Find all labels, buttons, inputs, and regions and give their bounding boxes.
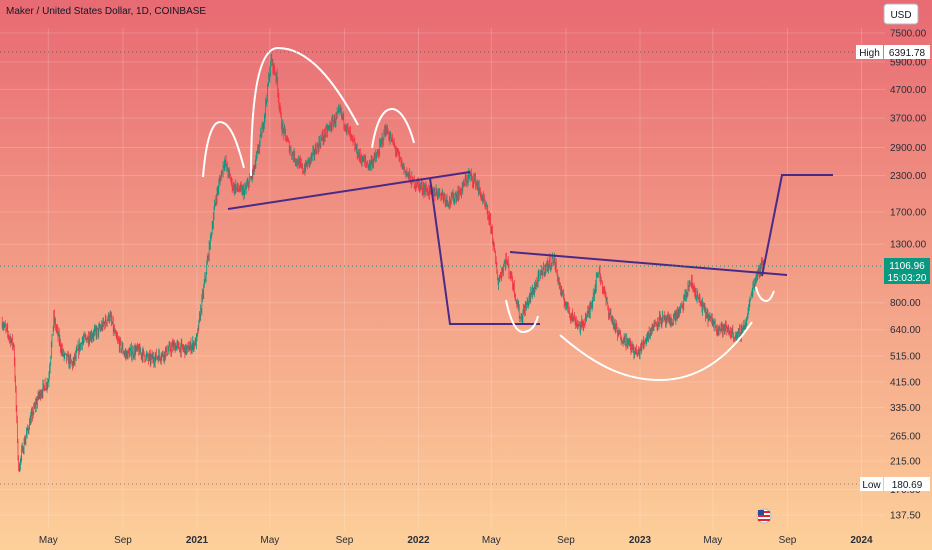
x-tick-label: May — [703, 535, 722, 546]
y-tick-label: 7500.00 — [890, 29, 927, 40]
low-label: Low — [862, 480, 881, 491]
measured-move-line — [429, 177, 540, 325]
y-tick-label: 2900.00 — [890, 143, 927, 154]
y-tick-label: 265.00 — [890, 431, 921, 442]
x-tick-label: Sep — [779, 535, 797, 546]
high-tag: High 6391.78 — [856, 45, 930, 59]
chart-title: Maker / United States Dollar, 1D, COINBA… — [6, 6, 206, 17]
high-label: High — [859, 48, 880, 59]
time-axis[interactable]: May Sep 2021 May Sep 2022 May Sep 2023 May Sep 2024 — [39, 535, 873, 546]
candles — [1, 53, 765, 473]
low-value: 180.69 — [892, 480, 923, 491]
head-arc — [250, 46, 359, 177]
x-tick-label: May — [260, 535, 279, 546]
y-tick-label: 335.00 — [890, 403, 921, 414]
x-tick-label: 2024 — [850, 535, 873, 546]
x-tick-label: 2021 — [186, 535, 209, 546]
resistance-line — [509, 251, 788, 276]
x-tick-label: Sep — [557, 535, 575, 546]
last-price-value: 1106.96 — [889, 261, 925, 272]
y-tick-label: 137.50 — [890, 511, 921, 522]
y-tick-label: 5900.00 — [890, 57, 927, 68]
x-tick-label: 2022 — [407, 535, 430, 546]
last-price-tag: 1106.96 15:03:20 — [884, 258, 930, 284]
x-tick-label: May — [39, 535, 58, 546]
us-flag-icon[interactable] — [756, 508, 772, 524]
drawings — [202, 46, 833, 382]
currency-button[interactable]: USD — [883, 3, 919, 25]
y-tick-label: 1700.00 — [890, 207, 927, 218]
projection-line — [761, 174, 833, 277]
retest-arc — [755, 286, 775, 303]
low-tag: Low 180.69 — [860, 477, 930, 491]
x-tick-label: Sep — [114, 535, 132, 546]
currency-label: USD — [890, 10, 911, 21]
high-value: 6391.78 — [889, 48, 926, 59]
y-tick-label: 415.00 — [890, 377, 921, 388]
x-tick-label: May — [482, 535, 501, 546]
rounded-bottom-arc — [559, 321, 753, 382]
y-tick-label: 640.00 — [890, 325, 921, 336]
countdown-value: 15:03:20 — [888, 273, 927, 284]
left-shoulder-arc — [202, 120, 245, 178]
right-shoulder-arc — [371, 107, 415, 149]
y-tick-label: 4700.00 — [890, 85, 927, 96]
x-tick-label: Sep — [336, 535, 354, 546]
y-tick-label: 2300.00 — [890, 171, 927, 182]
y-tick-label: 3700.00 — [890, 114, 927, 125]
y-tick-label: 800.00 — [890, 298, 921, 309]
small-bottom-arc — [505, 299, 539, 334]
y-tick-label: 515.00 — [890, 351, 921, 362]
x-tick-label: 2023 — [629, 535, 652, 546]
y-tick-label: 1300.00 — [890, 240, 927, 251]
y-tick-label: 215.00 — [890, 457, 921, 468]
